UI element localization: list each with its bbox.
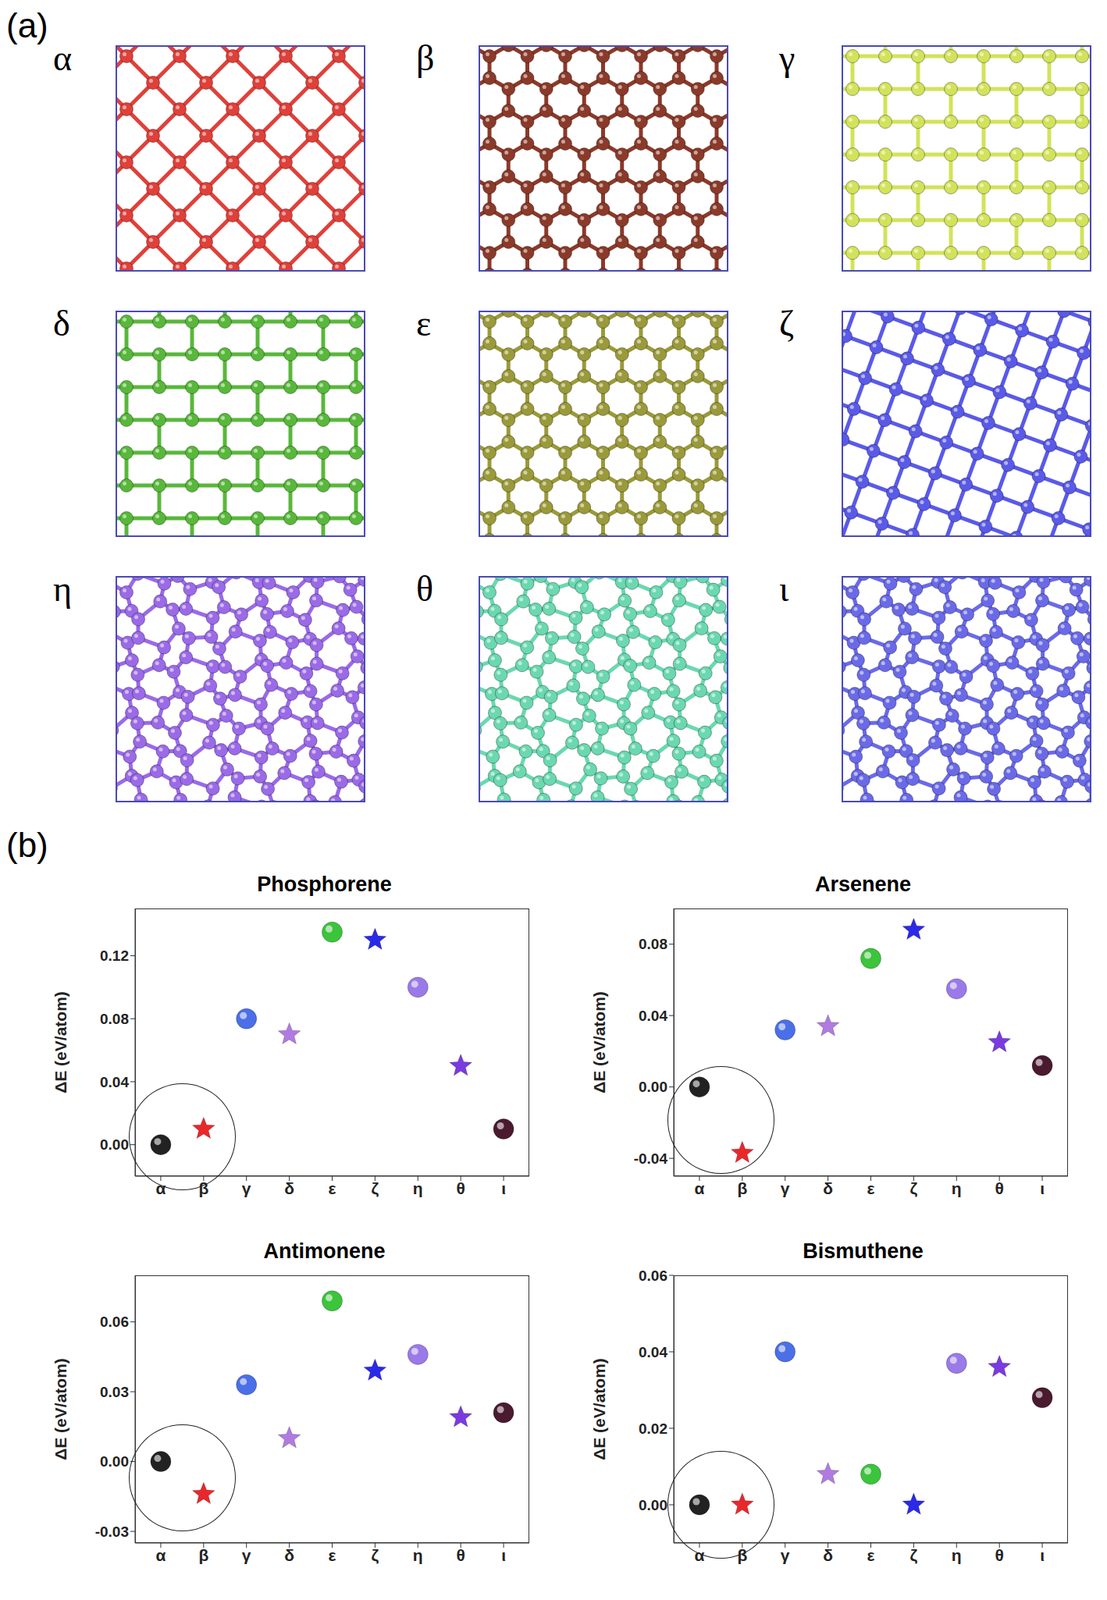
svg-text:γ: γ [780,1546,791,1565]
svg-text:ι: ι [1039,1546,1045,1565]
svg-text:γ: γ [242,1179,252,1198]
svg-text:ΔE (eV/atom): ΔE (eV/atom) [51,1358,70,1461]
svg-text:0.12: 0.12 [99,947,129,965]
html-text:α: α [53,38,72,79]
svg-text:ΔE (eV/atom): ΔE (eV/atom) [51,991,70,1094]
svg-text:α: α [694,1179,705,1198]
html-text:ι: ι [779,569,789,609]
html-text:δ: δ [53,303,71,344]
html-text:Antimonene: Antimonene [263,1239,386,1264]
svg-text:α: α [155,1546,166,1565]
svg-text:δ: δ [822,1546,833,1565]
svg-text:ζ: ζ [910,1179,919,1198]
html-text:γ: γ [779,38,795,79]
svg-text:0.00: 0.00 [99,1453,129,1471]
svg-text:0.00: 0.00 [638,1497,668,1514]
html-text:Phosphorene: Phosphorene [256,872,392,897]
svg-text:δ: δ [284,1546,295,1565]
svg-text:0.08: 0.08 [638,936,668,953]
svg-text:η: η [951,1546,962,1565]
svg-text:0.02: 0.02 [638,1420,668,1438]
svg-text:0.04: 0.04 [99,1074,129,1091]
svg-text:ι: ι [1039,1179,1045,1198]
html-text:β: β [416,38,435,79]
svg-text:γ: γ [780,1179,791,1198]
svg-text:θ: θ [994,1546,1004,1565]
svg-text:ζ: ζ [371,1546,380,1565]
svg-text:δ: δ [822,1179,833,1198]
svg-text:ΔE (eV/atom): ΔE (eV/atom) [590,991,609,1094]
svg-text:θ: θ [455,1546,465,1565]
svg-text:ζ: ζ [910,1546,919,1565]
svg-text:0.03: 0.03 [99,1384,129,1401]
html-text:ζ: ζ [779,303,794,344]
svg-text:0.06: 0.06 [99,1313,129,1331]
svg-text:0.08: 0.08 [99,1010,129,1028]
html-text:θ: θ [416,569,434,609]
svg-text:0.04: 0.04 [638,1007,668,1025]
svg-text:α: α [694,1546,705,1565]
html-text:η: η [53,569,72,609]
svg-text:0.04: 0.04 [638,1344,668,1361]
svg-text:-0.03: -0.03 [95,1523,129,1541]
svg-text:ε: ε [867,1179,876,1198]
svg-text:θ: θ [455,1179,465,1198]
svg-text:ε: ε [328,1179,337,1198]
html-text:ε: ε [416,303,432,344]
svg-text:η: η [412,1179,424,1198]
svg-text:0.06: 0.06 [638,1267,668,1285]
svg-text:η: η [951,1179,962,1198]
svg-text:θ: θ [994,1179,1004,1198]
svg-text:β: β [198,1179,209,1198]
svg-text:ε: ε [867,1546,876,1565]
svg-text:ΔE (eV/atom): ΔE (eV/atom) [590,1358,609,1461]
html-text:(a): (a) [6,6,49,45]
svg-text:β: β [736,1179,748,1198]
svg-text:ι: ι [501,1179,506,1198]
svg-text:ζ: ζ [371,1179,380,1198]
html-text:(b): (b) [6,825,49,865]
svg-text:δ: δ [284,1179,295,1198]
svg-text:0.00: 0.00 [99,1136,129,1154]
svg-text:ι: ι [501,1546,506,1565]
svg-text:γ: γ [242,1546,252,1565]
html-text:Bismuthene: Bismuthene [802,1239,924,1264]
svg-text:-0.04: -0.04 [633,1150,669,1168]
html-text:Arsenene: Arsenene [815,872,912,897]
svg-text:β: β [736,1546,748,1565]
svg-text:α: α [155,1179,166,1198]
svg-text:0.00: 0.00 [638,1078,668,1096]
svg-text:η: η [412,1546,424,1565]
svg-text:β: β [198,1546,209,1565]
svg-text:ε: ε [328,1546,337,1565]
